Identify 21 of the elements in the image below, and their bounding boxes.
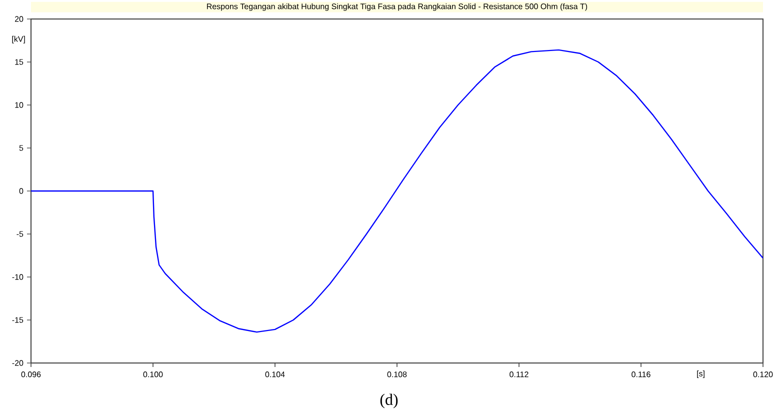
x-tick-label: 0.120 <box>753 372 773 378</box>
y-tick-label: 5 <box>19 145 24 151</box>
y-tick-label: -15 <box>12 317 24 323</box>
x-tick-label: 0.112 <box>510 372 528 378</box>
x-axis-title: [s] <box>697 370 704 378</box>
y-tick-label: 10 <box>15 102 24 108</box>
x-tick-label: 0.108 <box>387 372 407 378</box>
x-tick-label: 0.100 <box>143 372 163 378</box>
y-axis-title: [kV] <box>12 36 25 44</box>
y-tick-label: -10 <box>12 274 24 280</box>
x-tick-label: 0.096 <box>21 372 41 378</box>
x-tick-label: 0.104 <box>265 372 285 378</box>
line-series <box>31 49 764 333</box>
text: (d) <box>380 394 398 408</box>
y-tick-label: -5 <box>16 231 24 237</box>
y-tick-label: 0 <box>19 188 24 194</box>
x-tick-label: 0.116 <box>632 372 650 378</box>
y-tick-label: 15 <box>15 59 24 65</box>
y-tick-label: -20 <box>12 360 24 366</box>
y-tick-label: 20 <box>14 16 24 22</box>
chart-title: Respons Tegangan akibat Hubung Singkat Tiga Fasa pada Rangkaian Solid - Resistance 500 Ohm (fasa T) <box>207 3 588 11</box>
